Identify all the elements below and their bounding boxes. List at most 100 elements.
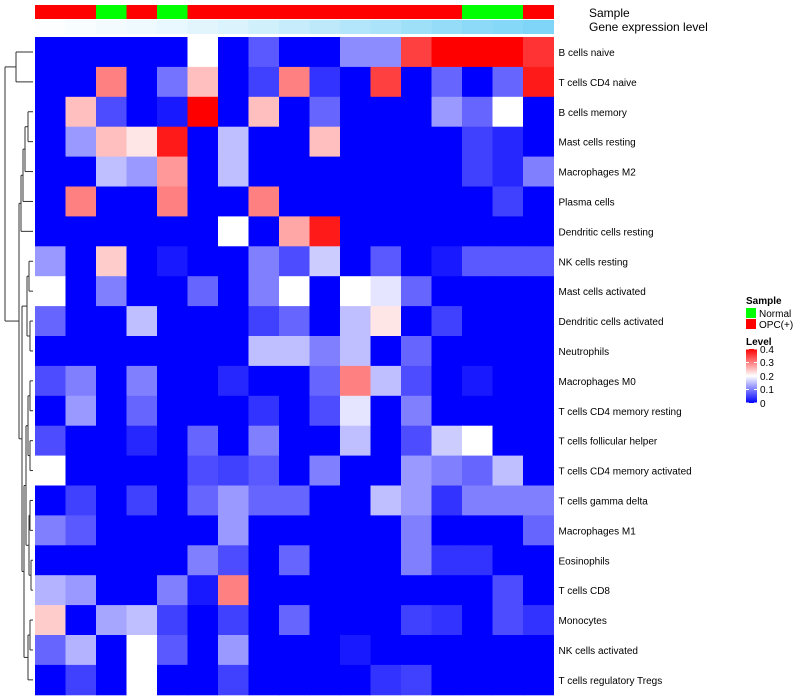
heatmap-cell	[248, 96, 280, 128]
heatmap-cell	[523, 126, 554, 158]
heatmap-cell	[523, 395, 554, 427]
expression-anno-cell	[248, 20, 280, 34]
heatmap-cell	[187, 66, 219, 98]
heatmap-cell	[492, 635, 524, 666]
heatmap-cell	[340, 515, 371, 546]
heatmap-cell	[492, 276, 524, 307]
heatmap-cell	[218, 186, 249, 217]
heatmap-cell	[126, 216, 158, 247]
heatmap-cell	[157, 336, 188, 367]
heatmap-cell	[401, 365, 432, 397]
heatmap-cell	[35, 246, 66, 277]
heatmap-cell	[65, 306, 97, 337]
heatmap-cell	[218, 575, 249, 606]
heatmap-cell	[309, 336, 341, 367]
heatmap-cell	[431, 66, 463, 98]
heatmap-cell	[340, 37, 371, 68]
expression-anno-cell	[96, 20, 127, 34]
heatmap-cell	[523, 336, 554, 367]
heatmap-cell	[248, 336, 280, 367]
heatmap-cell	[401, 515, 432, 546]
heatmap-cell	[401, 96, 432, 128]
heatmap-cell	[157, 425, 188, 457]
heatmap-cell	[340, 545, 371, 576]
heatmap-cell	[370, 455, 402, 486]
heatmap-cell	[370, 545, 402, 576]
heatmap-cell	[218, 605, 249, 636]
heatmap-cell	[187, 306, 219, 337]
heatmap-cell	[523, 365, 554, 397]
heatmap-cell	[126, 306, 158, 337]
heatmap-cell	[35, 664, 66, 696]
heatmap-cell	[218, 395, 249, 427]
heatmap-cell	[309, 306, 341, 337]
heatmap-cell	[35, 545, 66, 576]
heatmap-cell	[157, 276, 188, 307]
heatmap-cell	[309, 216, 341, 247]
heatmap-cell	[35, 395, 66, 427]
heatmap-cell	[340, 664, 371, 696]
heatmap-cell	[523, 186, 554, 217]
heatmap-cell	[248, 216, 280, 247]
heatmap-cell	[96, 156, 127, 187]
heatmap-cell	[279, 635, 310, 666]
heatmap-cell	[279, 37, 310, 68]
heatmap-cell	[157, 216, 188, 247]
level-tick-0: 0	[760, 399, 766, 410]
heatmap-cell	[126, 126, 158, 158]
heatmap-cell	[96, 365, 127, 397]
heatmap-cell	[309, 515, 341, 546]
heatmap-cell	[126, 605, 158, 636]
heatmap-cell	[126, 246, 158, 277]
heatmap-cell	[187, 545, 219, 576]
heatmap-cell	[401, 276, 432, 307]
heatmap-cell	[96, 635, 127, 666]
heatmap-cell	[157, 126, 188, 158]
heatmap-cell	[187, 425, 219, 457]
heatmap-cell	[462, 126, 493, 158]
legend-label-normal: Normal	[759, 309, 791, 320]
sample-anno-cell	[96, 5, 127, 19]
heatmap-cell	[431, 186, 463, 217]
level-tick-0.4: 0.4	[760, 345, 774, 356]
heatmap-cell	[370, 425, 402, 457]
heatmap-cell	[126, 276, 158, 307]
heatmap-cell	[401, 246, 432, 277]
heatmap-cell	[96, 336, 127, 367]
heatmap-cell	[65, 216, 97, 247]
heatmap-cell	[401, 395, 432, 427]
heatmap-cell	[340, 605, 371, 636]
heatmap-cell	[492, 186, 524, 217]
heatmap-cell	[492, 425, 524, 457]
heatmap-cell	[462, 66, 493, 98]
heatmap-cell	[96, 575, 127, 606]
sample-anno-cell	[126, 5, 158, 19]
heatmap-cell	[492, 156, 524, 187]
heatmap-cell	[35, 306, 66, 337]
heatmap-cell	[462, 37, 493, 68]
heatmap-cell	[65, 425, 97, 457]
expression-anno-cell	[157, 20, 188, 34]
heatmap-cell	[279, 306, 310, 337]
heatmap-cell	[65, 455, 97, 486]
heatmap-cell	[35, 575, 66, 606]
heatmap-cell	[248, 306, 280, 337]
heatmap-cell	[340, 306, 371, 337]
heatmap-cell	[431, 575, 463, 606]
heatmap-cell	[218, 455, 249, 486]
heatmap-cell	[248, 276, 280, 307]
heatmap-cell	[157, 156, 188, 187]
heatmap-cell	[248, 455, 280, 486]
heatmap-cell	[523, 96, 554, 128]
heatmap-cell	[309, 37, 341, 68]
heatmap-cell	[218, 66, 249, 98]
row-label: Neutrophils	[559, 347, 610, 358]
heatmap-cell	[370, 635, 402, 666]
heatmap-cell	[248, 545, 280, 576]
heatmap-cell	[492, 126, 524, 158]
heatmap-cell	[462, 216, 493, 247]
heatmap-cell	[96, 186, 127, 217]
heatmap-cell	[492, 395, 524, 427]
heatmap-cell	[65, 545, 97, 576]
